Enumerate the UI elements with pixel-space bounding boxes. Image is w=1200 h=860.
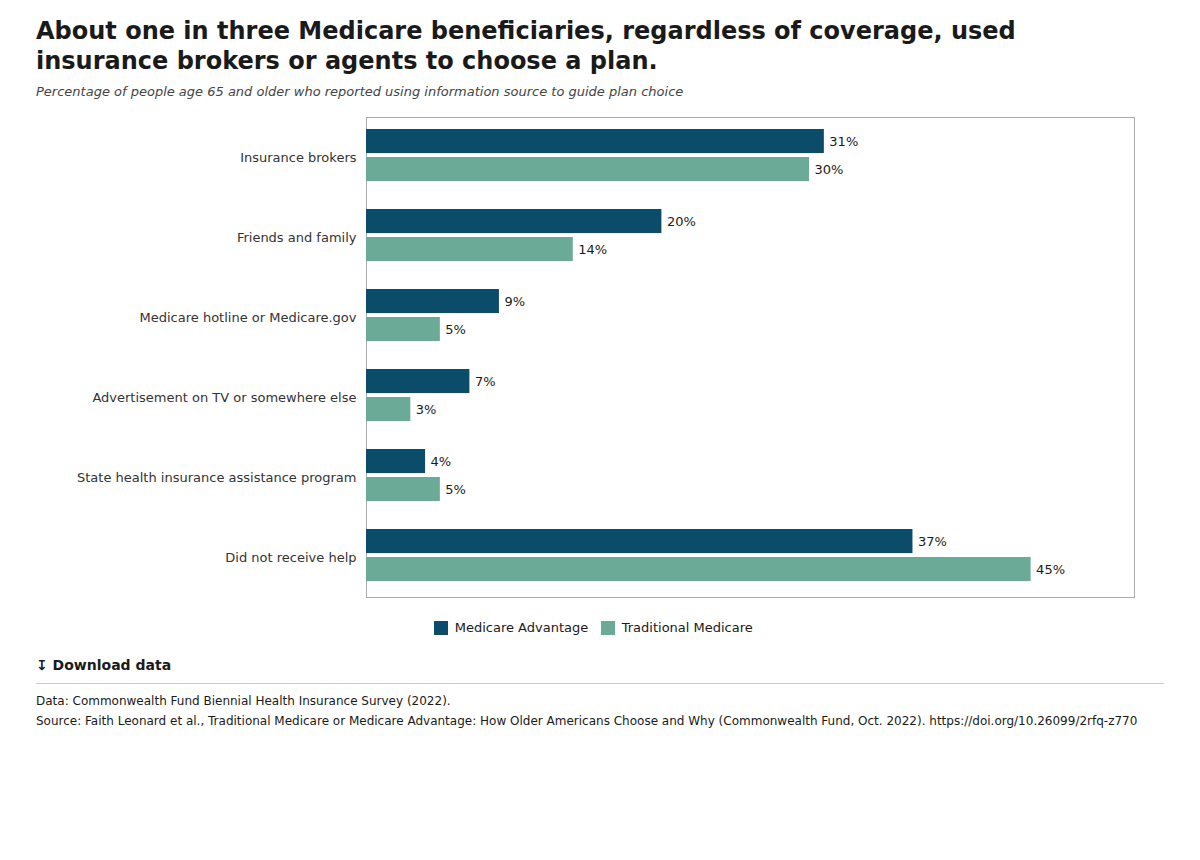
svg-text:45%: 45%: [1036, 562, 1065, 577]
svg-text:State health insurance assista: State health insurance assistance progra…: [77, 470, 357, 485]
html-text:About one in three Medicare be: About one in three Medicare beneficiarie…: [36, 17, 1016, 75]
svg-text:3%: 3%: [416, 402, 437, 417]
html-text:Medicare Advantage: Medicare Advantage: [454, 620, 589, 635]
html-text:Percentage of people age 65 an: Percentage of people age 65 and older wh…: [36, 84, 684, 99]
svg-text:37%: 37%: [918, 534, 947, 549]
svg-text:9%: 9%: [504, 294, 525, 309]
svg-text:4%: 4%: [431, 454, 452, 469]
html-text:↧ Download data: ↧ Download data: [36, 656, 172, 673]
svg-text:31%: 31%: [829, 134, 858, 149]
svg-text:30%: 30%: [815, 162, 844, 177]
svg-text:Insurance brokers: Insurance brokers: [240, 150, 357, 165]
svg-text:Did not receive help: Did not receive help: [225, 550, 356, 565]
svg-text:7%: 7%: [475, 374, 496, 389]
svg-text:Friends and family: Friends and family: [237, 230, 357, 245]
svg-text:5%: 5%: [445, 482, 466, 497]
html-text:Source: Faith Leonard et al.,: Source: Faith Leonard et al., Traditiona…: [36, 713, 1138, 728]
svg-text:Medicare hotline or Medicare.g: Medicare hotline or Medicare.gov: [140, 310, 357, 325]
svg-text:5%: 5%: [445, 322, 466, 337]
svg-text:Advertisement on TV or somewhe: Advertisement on TV or somewhere else: [92, 390, 356, 405]
svg-text:14%: 14%: [578, 242, 607, 257]
html-text:Data: Commonwealth Fund Bienni: Data: Commonwealth Fund Biennial Health …: [36, 693, 451, 708]
svg-text:20%: 20%: [667, 214, 696, 229]
html-text:Traditional Medicare: Traditional Medicare: [621, 620, 753, 635]
